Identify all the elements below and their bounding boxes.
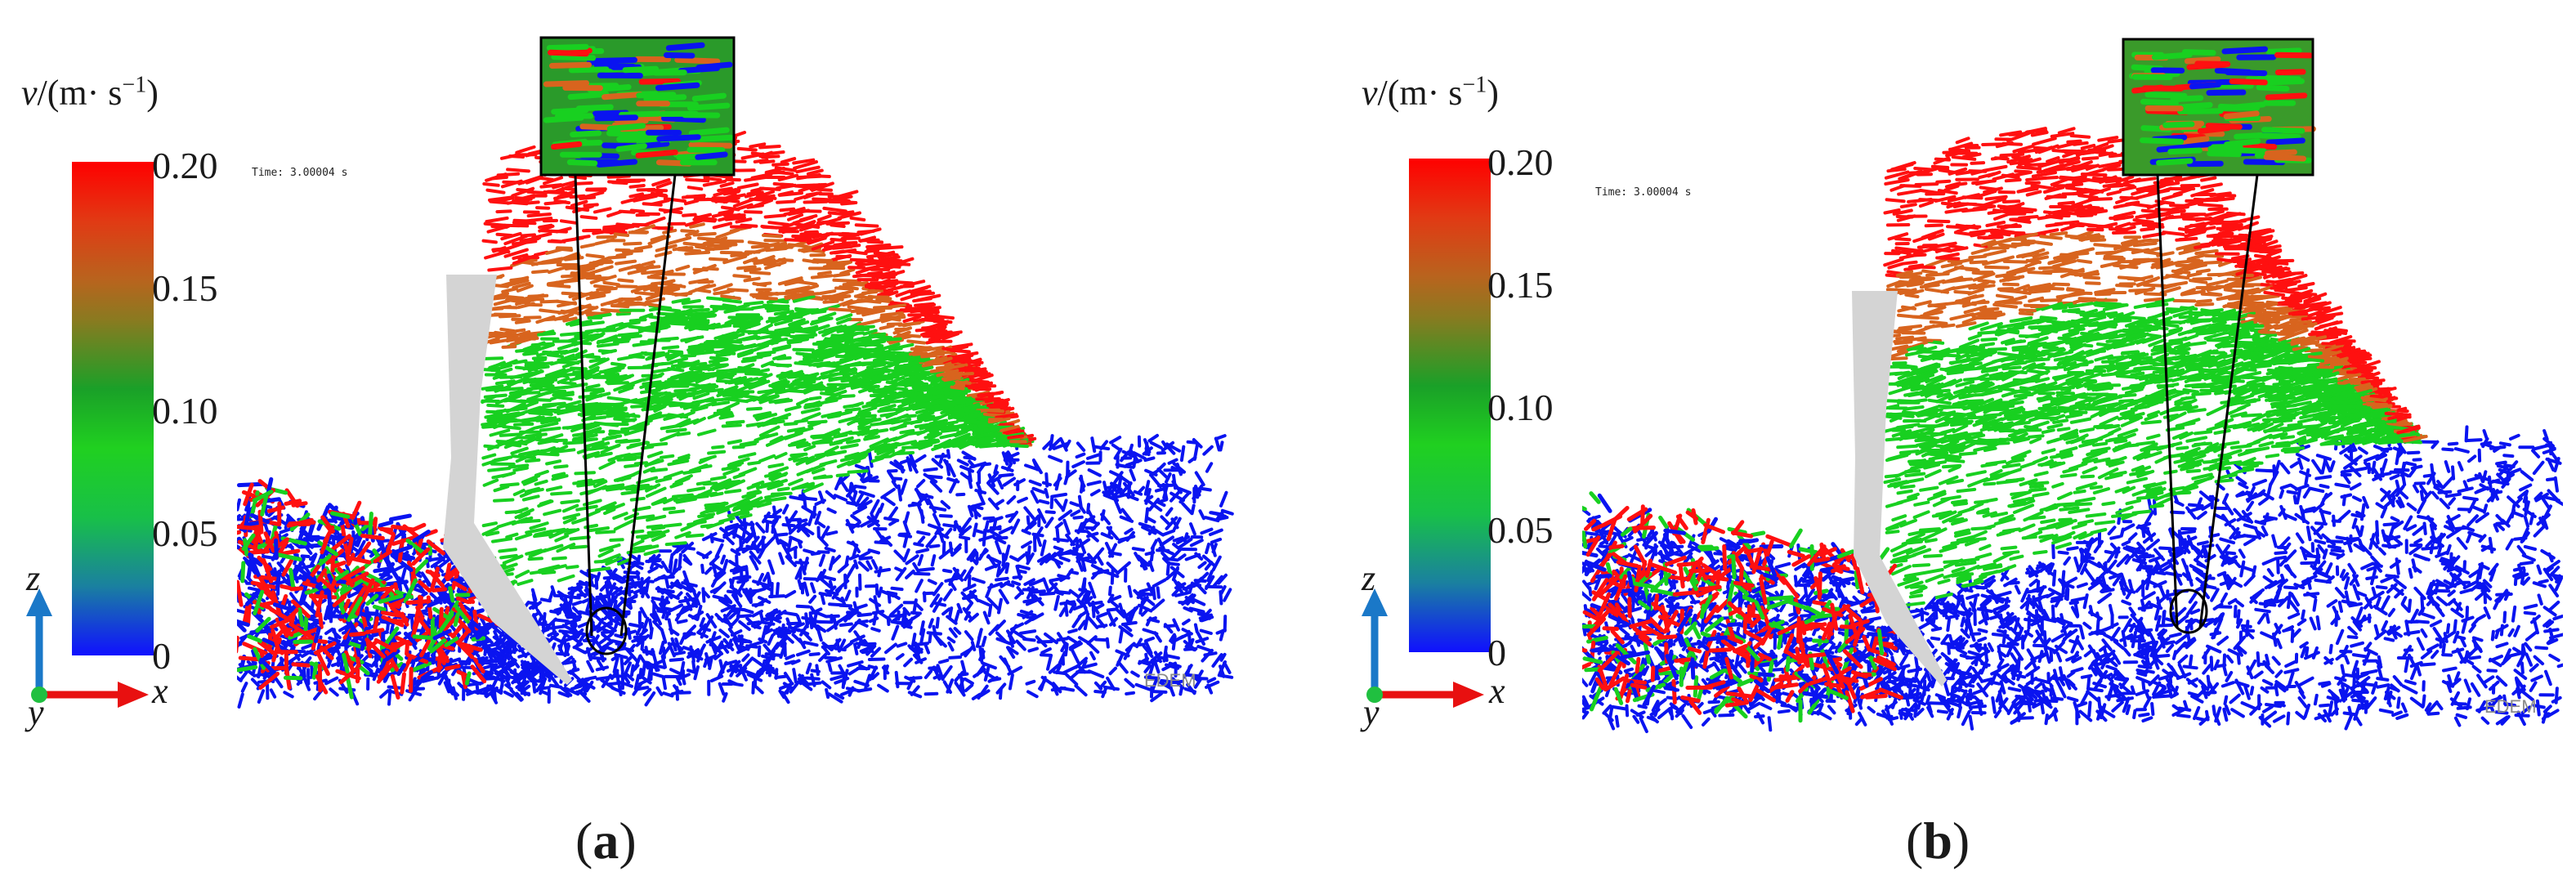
- x-axis-arrowhead: [118, 682, 149, 708]
- panel-b: v/(m· s−1) 0.20 0.15 0.10 0.05 0 Time: 3…: [1288, 0, 2576, 890]
- velocity-colorbar: [1409, 159, 1491, 652]
- colorbar-tick: 0.15: [152, 267, 218, 309]
- particle-simulation: EDEM: [237, 36, 1234, 709]
- colorbar-title-var: v: [21, 73, 38, 113]
- colorbar-tick: 0.20: [1487, 141, 1554, 183]
- z-axis-arrowhead: [26, 588, 52, 616]
- x-axis-arrowhead: [1453, 682, 1484, 708]
- colorbar-tick: 0.05: [152, 512, 218, 554]
- axis-label-z: z: [26, 558, 41, 598]
- zoom-leader-line: [2156, 174, 2179, 628]
- colorbar-title-exp: −1: [122, 72, 147, 98]
- tool-blade: [443, 275, 572, 685]
- edem-watermark: EDEM: [2484, 696, 2537, 717]
- zoom-target-circle: [2169, 588, 2208, 634]
- zoom-leader-line: [619, 174, 677, 637]
- zoom-leader-line: [574, 174, 593, 637]
- zoom-inset-particles: [543, 42, 734, 168]
- axis-label-x: x: [152, 671, 168, 711]
- colorbar-title-unit: /(m· s: [1377, 73, 1463, 113]
- coordinate-axes: [1362, 588, 1484, 708]
- zoom-leader-line: [2198, 174, 2259, 628]
- panel-a: v/(m· s−1) 0.20 0.15 0.10 0.05 0 Time: 3…: [21, 36, 1234, 870]
- particle-simulation: EDEM: [1582, 38, 2563, 734]
- colorbar-tick: 0.20: [152, 145, 218, 186]
- colorbar-title-close: ): [146, 73, 159, 113]
- sim-time-readout: Time: 3.00004 s: [252, 167, 348, 179]
- colorbar-title-close: ): [1487, 73, 1499, 113]
- y-axis-dot: [31, 687, 47, 703]
- velocity-colorbar: [72, 162, 154, 655]
- colorbar-tick: 0.15: [1487, 264, 1554, 306]
- axis-label-z: z: [1362, 558, 1376, 598]
- panel-caption-b: (b): [1906, 812, 1970, 870]
- axis-label-x: x: [1489, 671, 1505, 711]
- colorbar-title-unit: /(m· s: [37, 73, 123, 113]
- colorbar-tick: 0.10: [152, 390, 218, 432]
- zoom-inset-particles: [2128, 46, 2316, 168]
- axis-label-y: y: [28, 692, 44, 732]
- colorbar-tick: 0.05: [1487, 509, 1554, 551]
- panel-caption-a: (a): [575, 812, 637, 870]
- colorbar-tick: 0: [1487, 632, 1506, 673]
- colorbar-title: v/(m· s−1): [1362, 72, 1499, 114]
- coordinate-axes: [26, 588, 149, 708]
- colorbar-title-exp: −1: [1462, 72, 1487, 98]
- colorbar-tick: 0: [152, 635, 171, 677]
- tool-blade: [1852, 291, 1947, 687]
- y-axis-dot: [1366, 687, 1383, 703]
- colorbar-tick: 0.10: [1487, 387, 1554, 428]
- colorbar-title: v/(m· s−1): [21, 72, 159, 114]
- colorbar-title-var: v: [1362, 73, 1378, 113]
- particle-field: [237, 119, 1234, 709]
- sim-time-readout: Time: 3.00004 s: [1595, 186, 1692, 199]
- particle-field: [1582, 127, 2563, 734]
- z-axis-arrowhead: [1362, 588, 1388, 616]
- axis-label-y: y: [1363, 692, 1380, 732]
- edem-watermark: EDEM: [1144, 670, 1196, 691]
- zoom-target-circle: [585, 606, 628, 655]
